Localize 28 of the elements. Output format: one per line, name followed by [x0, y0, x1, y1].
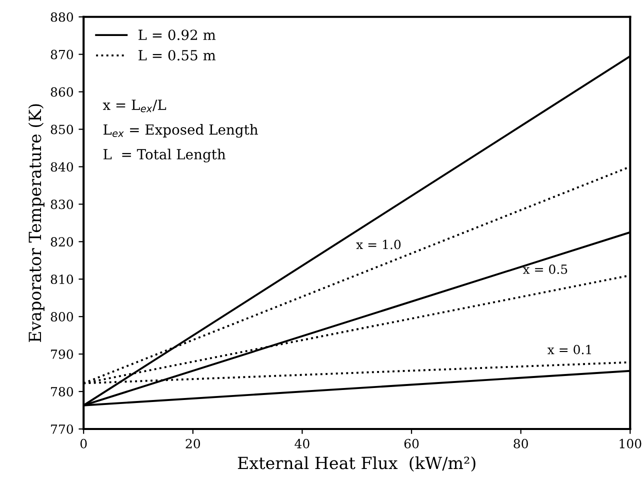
y-tick-label: 790 [51, 350, 74, 359]
annotation: L$_{ex}$ = Exposed Length [103, 124, 258, 138]
x-tick-label: 20 [186, 438, 200, 448]
y-tick-label: 880 [50, 12, 74, 22]
y-tick-label: 840 [50, 162, 74, 172]
y-tick-label: 810 [50, 274, 74, 284]
x-tick-label: 60 [404, 438, 419, 448]
y-tick-label: 830 [50, 200, 74, 210]
y-axis-title: Evaporator Temperature (K) [28, 104, 44, 342]
annotation: L = Total Length [103, 148, 226, 162]
y-tick-label: 820 [50, 237, 74, 247]
legend-label: L = 0.92 m [138, 30, 216, 40]
x-tick-label: 100 [620, 438, 642, 448]
annotation: x = 1.0 [356, 240, 401, 250]
y-tick-label: 800 [50, 312, 74, 322]
y-tick-label: 870 [50, 50, 74, 60]
annotation: x = L$_{ex}$/L [102, 100, 166, 112]
y-tick-label: 860 [50, 87, 74, 97]
x-tick-label: 40 [294, 438, 310, 448]
y-tick-label: 780 [51, 386, 74, 396]
y-tick-label: 850 [50, 124, 74, 134]
y-tick-label: 770 [51, 424, 74, 434]
x-axis-title: External Heat Flux (kW/m²) [238, 456, 476, 472]
annotation: x = 0.5 [522, 264, 568, 274]
legend-label: L = 0.55 m [138, 50, 216, 61]
annotation: x = 0.1 [548, 344, 591, 354]
x-tick-label: 80 [514, 438, 528, 448]
x-tick-label: 0 [80, 438, 87, 448]
